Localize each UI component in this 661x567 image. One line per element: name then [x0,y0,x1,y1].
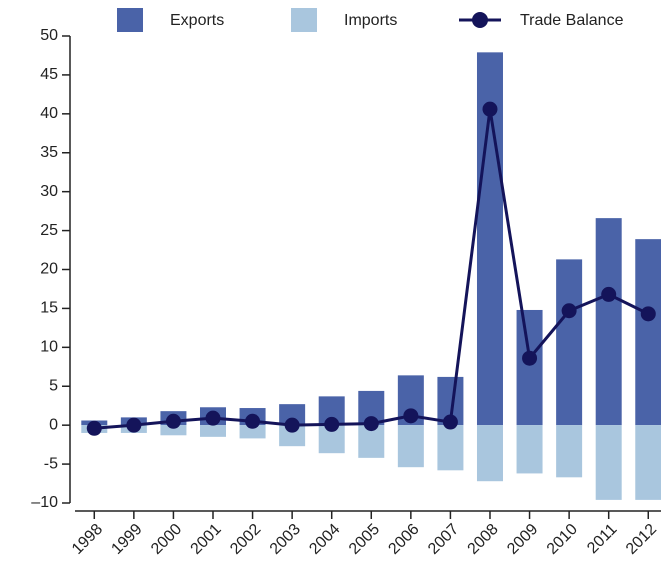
x-tick-label: 2000 [148,521,185,558]
x-tick-label: 2010 [544,521,581,558]
y-tick-label: 45 [40,66,58,83]
bar [635,425,661,500]
marker [561,303,577,319]
bar [279,425,306,447]
bar [279,404,306,426]
legend-marker [472,12,488,28]
bar [516,309,543,426]
x-tick-label: 2011 [584,521,620,557]
marker [442,414,458,430]
marker [640,306,656,322]
x-tick-label: 2009 [504,521,541,558]
y-tick-label: 20 [40,261,58,278]
bar [476,425,503,482]
y-tick-label: 10 [40,339,58,356]
y-tick-label: 25 [40,222,58,239]
y-tick-label: 0 [49,416,58,433]
bar [199,425,226,437]
marker [522,350,538,366]
y-tick-label: 5 [49,377,58,394]
marker [86,420,102,436]
marker [245,413,261,429]
legend-label: Imports [344,12,397,29]
x-tick-label: 2005 [346,521,383,558]
y-tick-label: 40 [40,105,58,122]
y-tick-label: -5 [44,455,58,472]
marker [126,417,142,433]
legend-swatch [291,8,317,32]
bar [397,425,424,468]
y-tick-label: –10 [31,494,58,511]
y-tick-label: 50 [40,27,58,44]
x-tick-label: 2002 [227,521,264,558]
bar [635,239,661,426]
x-tick-label: 1998 [69,521,106,558]
legend-swatch [117,8,143,32]
marker [284,417,300,433]
bar [595,218,622,426]
x-tick-label: 2001 [188,521,225,558]
bar [160,425,187,436]
x-tick-label: 2006 [385,521,422,558]
x-tick-label: 1999 [108,521,145,558]
x-tick-label: 2003 [267,521,304,558]
bar [516,425,543,474]
bar [556,425,583,478]
legend-label: Exports [170,12,224,29]
y-tick-label: 15 [40,300,58,317]
legend-label: Trade Balance [520,12,624,29]
marker [324,416,340,432]
bar [437,425,464,471]
marker [482,101,498,117]
marker [165,413,181,429]
bar [239,425,266,439]
x-tick-label: 2012 [623,521,660,558]
marker [205,410,221,426]
bar [595,425,622,500]
marker [363,416,379,432]
marker [601,286,617,302]
x-tick-label: 2004 [306,521,343,558]
marker [403,408,419,424]
x-tick-label: 2007 [425,521,462,558]
y-tick-label: 30 [40,183,58,200]
y-tick-label: 35 [40,144,58,161]
bar [556,259,583,426]
x-tick-label: 2008 [465,521,502,558]
